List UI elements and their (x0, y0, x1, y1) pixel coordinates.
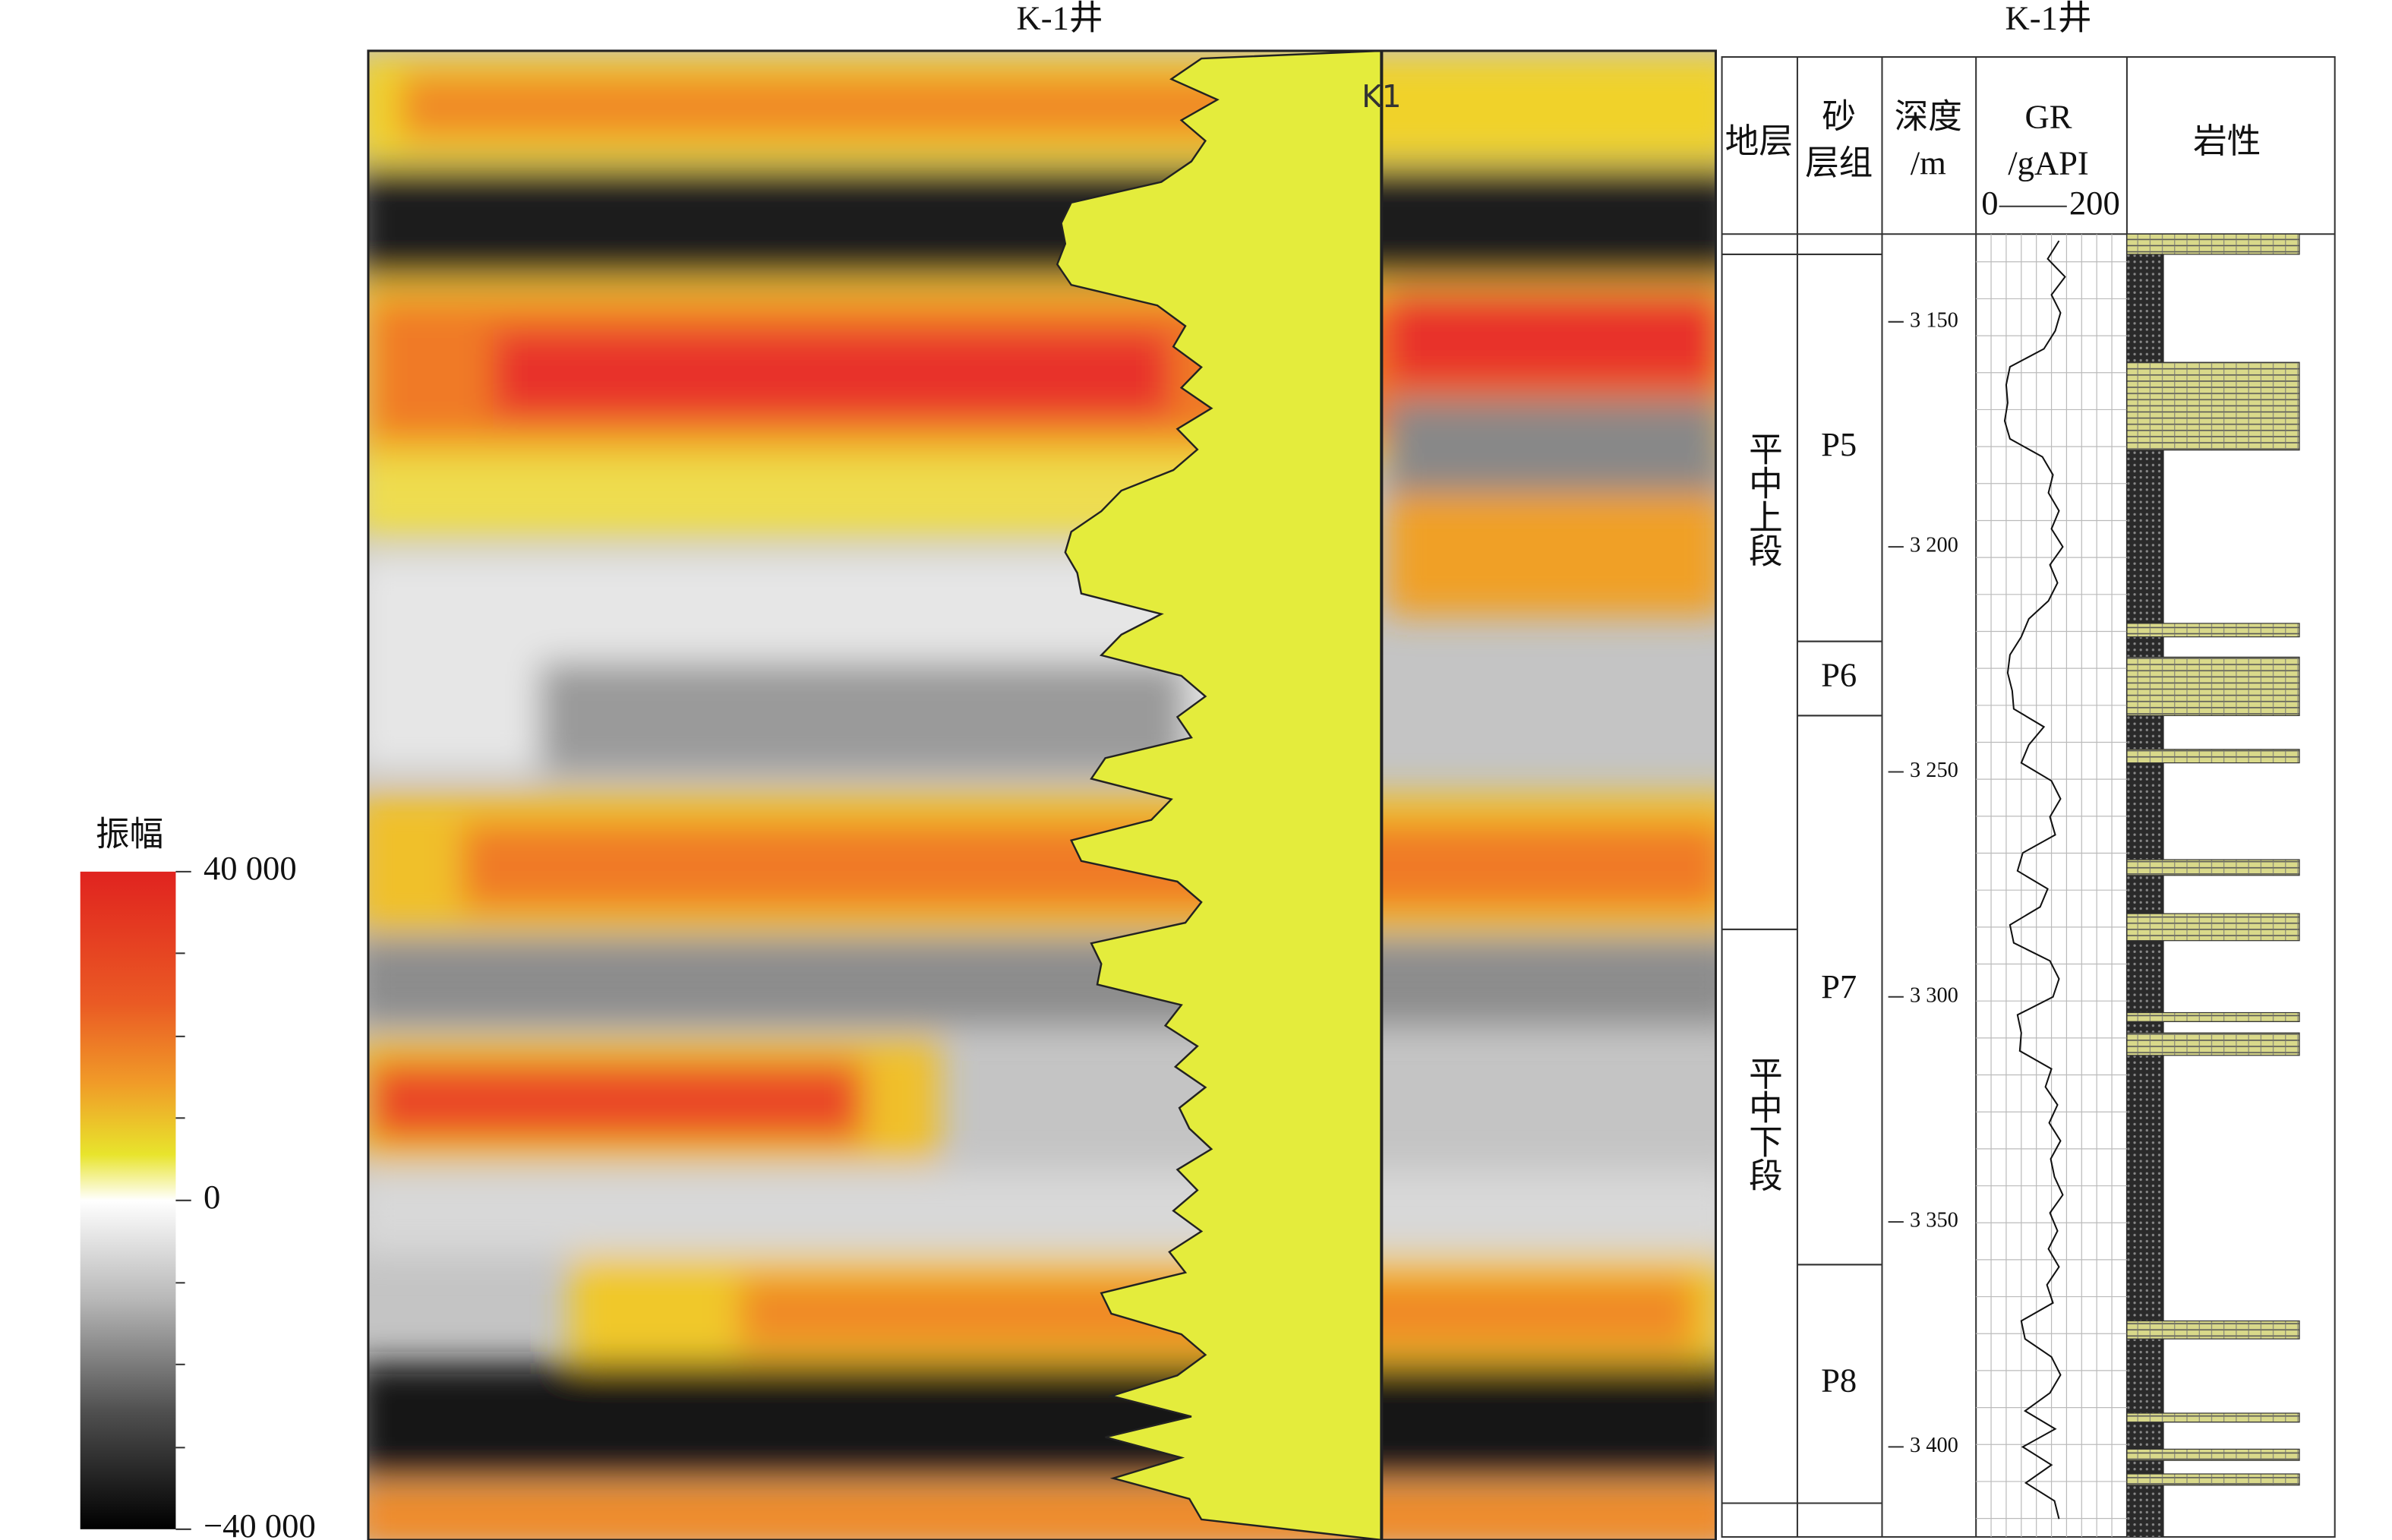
log-frame (1721, 56, 2336, 1538)
strata-name: 平中上段 (1744, 431, 1781, 566)
seismic-title: K-1井 (1017, 0, 1103, 37)
strata-name: 平中下段 (1744, 1056, 1781, 1191)
depth-tick-label: 3 150 (1910, 308, 1958, 332)
depth-tick-label: 3 400 (1910, 1434, 1958, 1457)
header-gr: /gAPI (2008, 144, 2089, 181)
header-strata: 地层 (1725, 122, 1793, 160)
sand-bed (2126, 749, 2300, 764)
sand-bed (2126, 1011, 2300, 1022)
sand-bed (2126, 1473, 2300, 1486)
gr-curve (2003, 240, 2066, 1519)
gr-grid (1976, 234, 2127, 1537)
header-depth: /m (1911, 144, 1946, 181)
sand-bed (2126, 1320, 2300, 1340)
gr-min: 0 (1981, 184, 1998, 222)
gr-max: 200 (2069, 184, 2120, 222)
depth-tick-label: 3 250 (1910, 759, 1958, 782)
sand-bed (2126, 859, 2300, 876)
log-content: 40 000 0 −40 000 3 150 3 200 3 250 3 300 3 350 3… (175, 233, 2300, 1540)
sand-bed (2126, 1032, 2300, 1056)
depth-tick-label: 3 350 (1910, 1209, 1958, 1232)
sand-bed (2126, 656, 2300, 716)
seismic-section (368, 50, 1716, 1540)
sand-bed (2126, 1412, 2300, 1423)
colorbar-tick-label: 0 (204, 1178, 220, 1216)
colorbar-tick-label: −40 000 (204, 1507, 316, 1540)
header-lithology: 岩性 (2193, 122, 2261, 160)
header-depth: 深度 (1895, 97, 1962, 135)
sand-bed (2126, 361, 2300, 451)
sand-bed (2126, 623, 2300, 638)
depth-tick-label: 3 300 (1910, 983, 1958, 1007)
sand-group-name: P6 (1821, 656, 1857, 694)
header-gr: GR (2025, 97, 2072, 135)
well-label: K1 (1362, 78, 1401, 115)
sand-group-name: P7 (1821, 967, 1857, 1005)
header-sand: 层组 (1805, 144, 1873, 181)
sand-group-name: P8 (1821, 1362, 1857, 1400)
seismic-frame (367, 49, 1717, 1540)
colorbar-tick-label: 40 000 (204, 849, 297, 887)
log-title: K-1井 (2005, 0, 2091, 37)
colorbar (80, 871, 176, 1529)
sand-bed (2126, 233, 2300, 255)
sand-bed (2126, 1448, 2300, 1461)
colorbar-title: 振幅 (96, 815, 163, 853)
depth-tick-label: 3 200 (1910, 534, 1958, 557)
sand-bed (2126, 913, 2300, 942)
header-sand: 砂 (1822, 97, 1856, 135)
gr-overlay (1056, 50, 1383, 1540)
colorbar-minor-ticks (175, 952, 185, 1449)
sand-group-name: P5 (1821, 425, 1857, 463)
